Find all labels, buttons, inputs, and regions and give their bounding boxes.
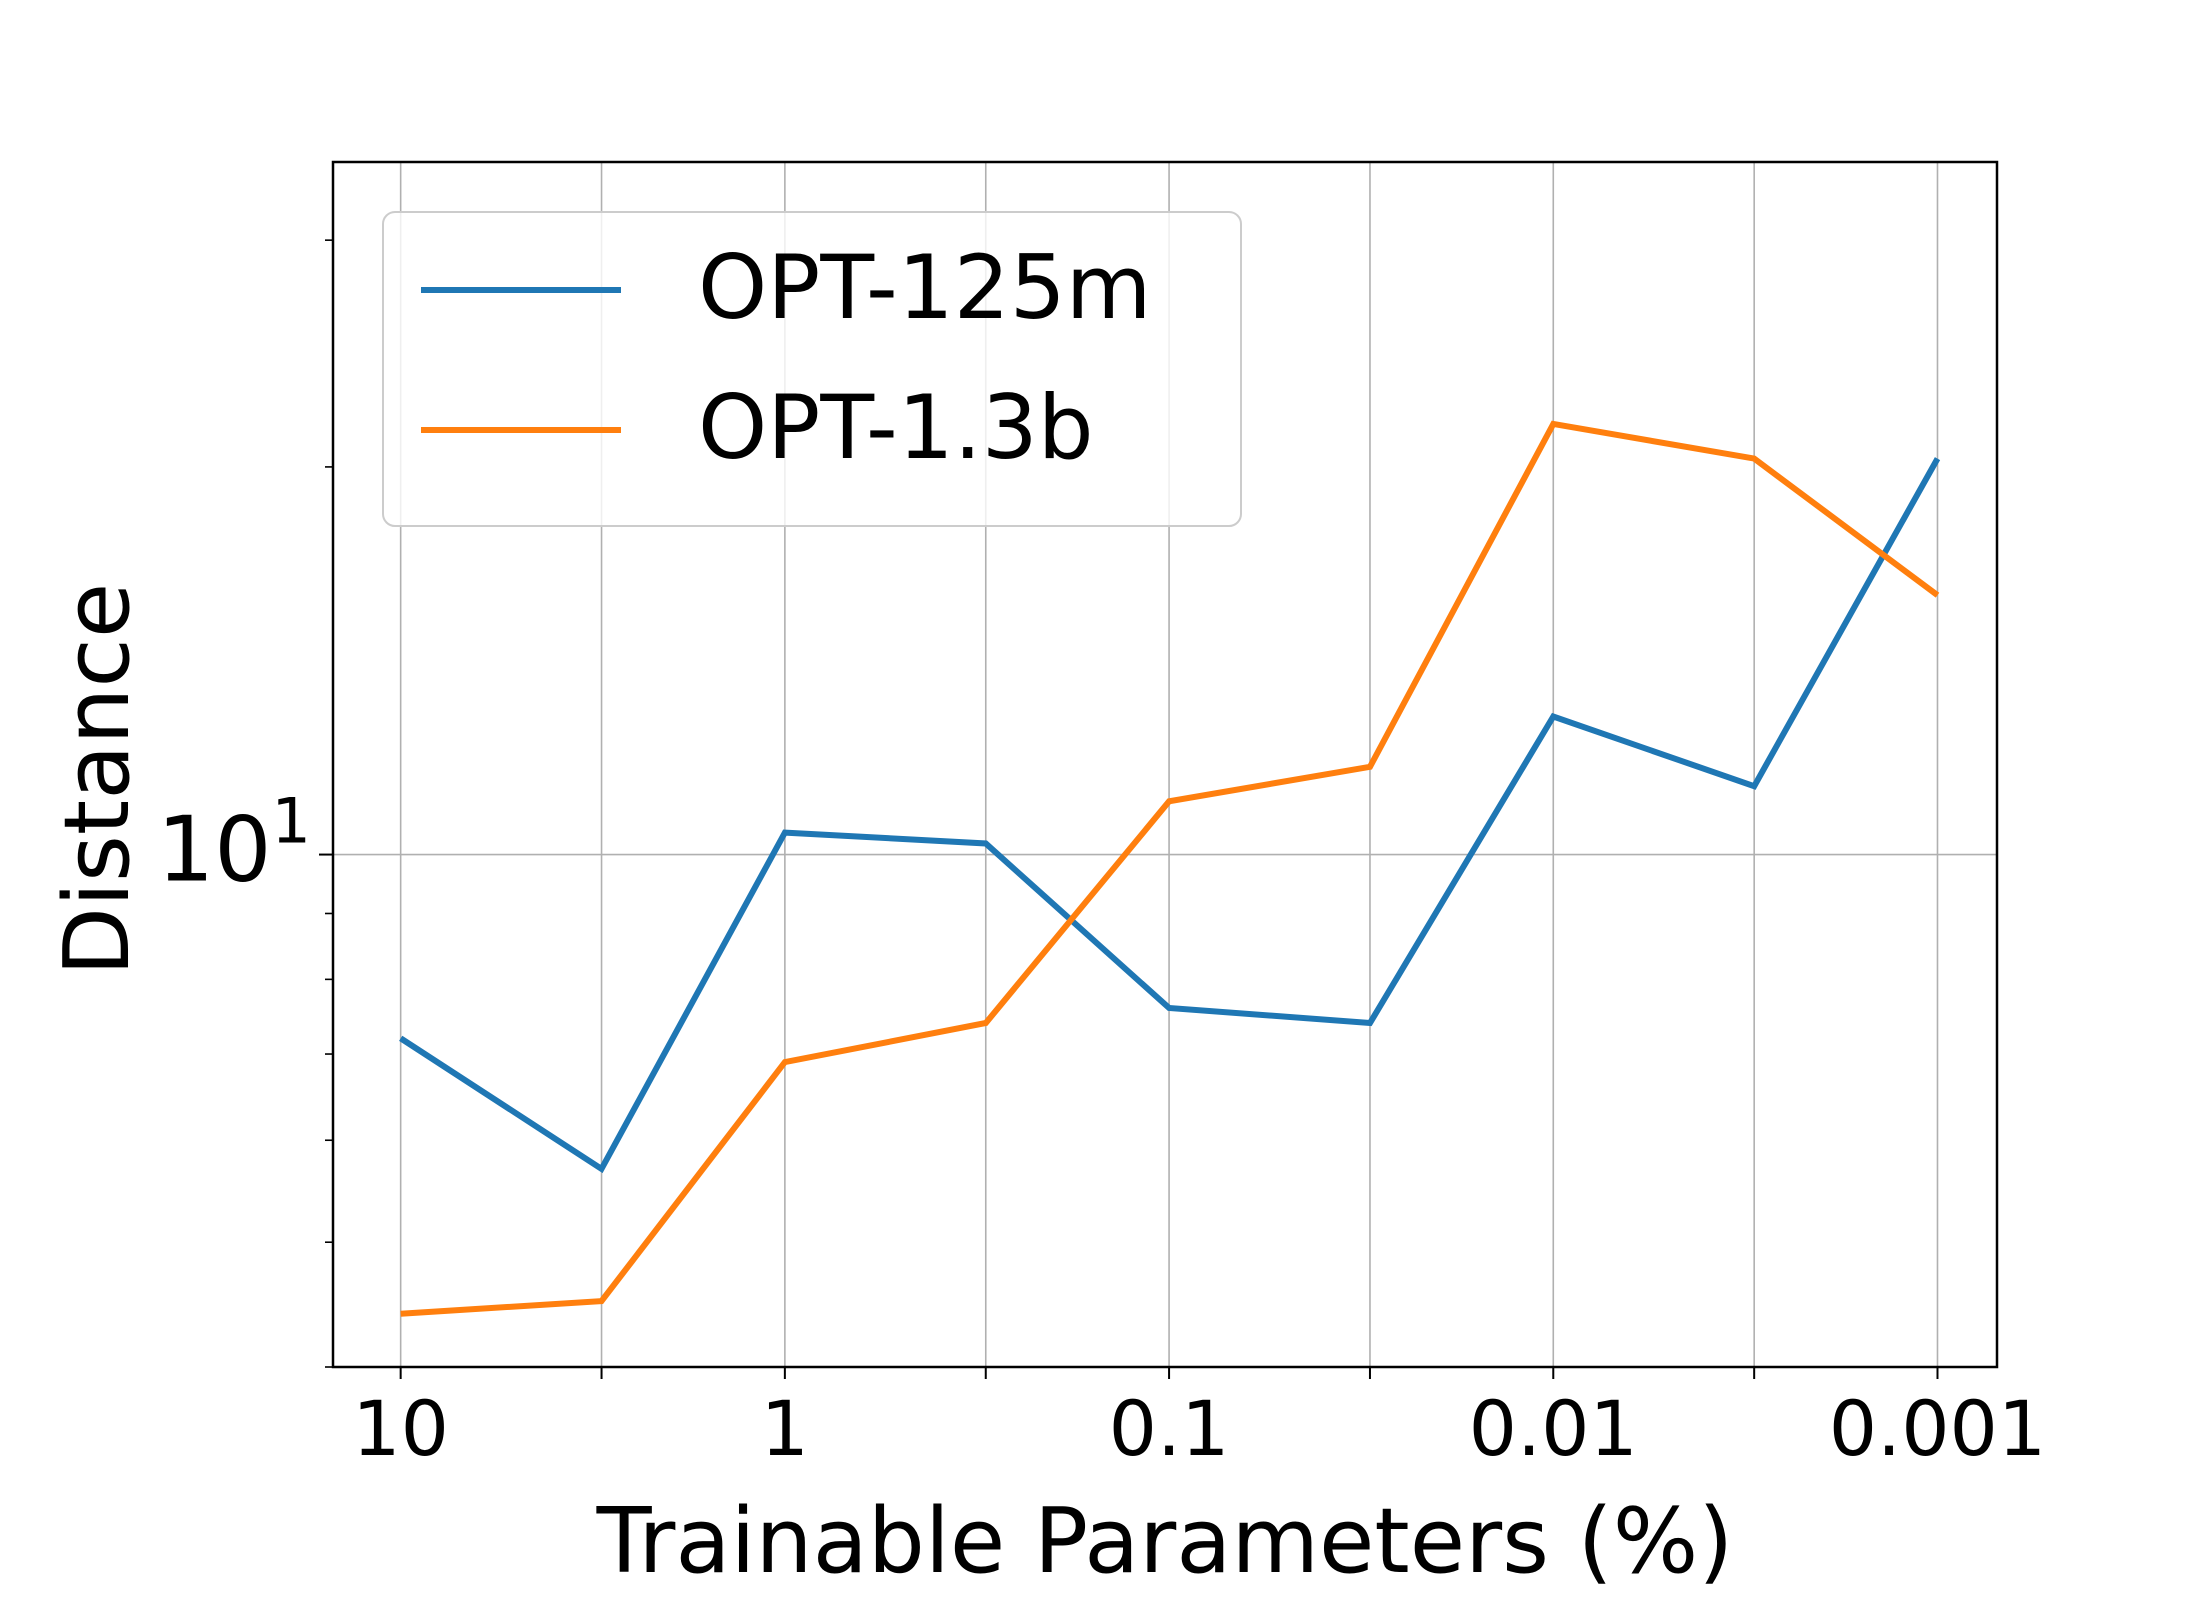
y-tick-label-exponent: 1 [272,785,311,858]
y-axis-title: Distance [45,583,150,977]
x-axis-title: Trainable Parameters (%) [596,1489,1734,1594]
legend: OPT-125m OPT-1.3b [382,211,1242,527]
legend-label: OPT-1.3b [698,376,1094,479]
series-line-1 [399,457,1941,1174]
x-tick-label: 0.1 [1109,1384,1230,1473]
legend-label: OPT-125m [698,236,1151,339]
x-tick-label: 1 [761,1384,809,1473]
y-tick-label-base: 10 [157,798,272,903]
plot-area-frame [331,160,1999,1369]
x-tick-label: 0.01 [1469,1384,1638,1473]
series-line-2 [400,420,1940,1317]
series-lines [399,420,1941,1317]
y-tick-label: 101 [157,785,311,903]
x-tick-label: 0.001 [1829,1384,2047,1473]
x-tick-label: 10 [352,1384,449,1473]
